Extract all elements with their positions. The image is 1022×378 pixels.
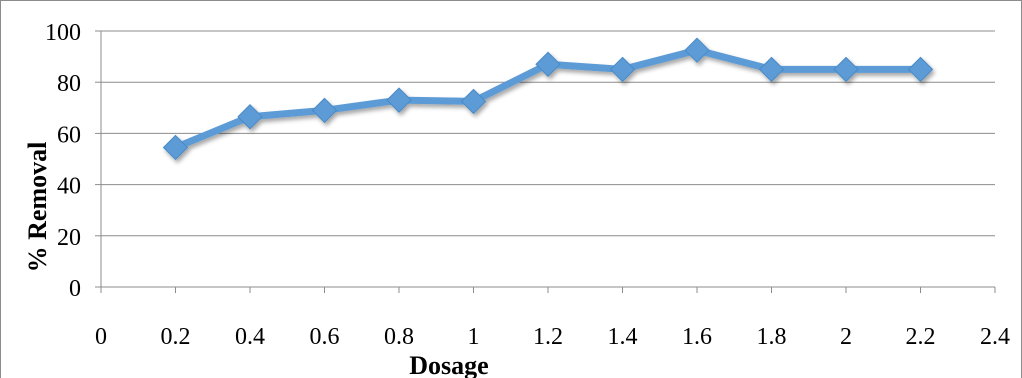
x-tick-label: 0.2 xyxy=(161,324,191,350)
x-axis-title: Dosage xyxy=(409,351,488,378)
y-tick-label: 100 xyxy=(45,20,81,46)
data-point-marker xyxy=(386,87,412,113)
data-point-marker xyxy=(907,56,934,83)
x-tick-label: 2.4 xyxy=(980,324,1010,350)
data-point-marker xyxy=(684,37,710,63)
data-point-marker xyxy=(162,134,189,161)
data-point-marker xyxy=(758,56,785,83)
y-tick-label: 0 xyxy=(69,276,81,302)
y-tick-label: 20 xyxy=(57,225,81,251)
data-point-marker xyxy=(237,104,263,130)
x-tick-label: 0.6 xyxy=(310,324,340,350)
x-tick-label: 2 xyxy=(840,324,852,350)
y-tick-label: 60 xyxy=(57,122,81,148)
gridlines xyxy=(101,30,995,237)
data-point-marker xyxy=(460,88,487,115)
data-point-marker xyxy=(833,56,859,83)
data-point-marker xyxy=(535,51,561,77)
tick-labels: 0 20 40 60 80 100 0 0.2 0.4 0.6 0.8 1 1.2 1.4 1.6 1.8 2 2… xyxy=(45,20,1010,350)
x-tick-label: 1.2 xyxy=(533,324,563,350)
x-tick-label: 1 xyxy=(468,324,480,350)
data-point-marker xyxy=(311,97,338,124)
x-tick-label: 1.8 xyxy=(757,324,787,350)
x-tick-label: 1.4 xyxy=(608,324,638,350)
y-tick-label: 40 xyxy=(57,174,81,200)
axes xyxy=(95,30,996,293)
series-layer xyxy=(162,37,934,161)
x-tick-label: 0 xyxy=(95,324,107,350)
x-tick-label: 0.8 xyxy=(384,324,414,350)
x-tick-label: 2.2 xyxy=(906,324,936,350)
y-axis-title: % Removal xyxy=(23,142,52,273)
x-tick-label: 1.6 xyxy=(682,324,712,350)
x-tick-label: 0.4 xyxy=(235,324,265,350)
y-tick-label: 80 xyxy=(57,71,81,97)
data-point-marker xyxy=(609,56,636,83)
